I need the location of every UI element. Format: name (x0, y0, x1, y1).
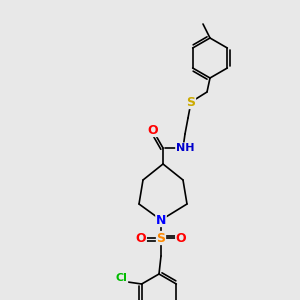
Text: S: S (187, 95, 196, 109)
Text: O: O (148, 124, 158, 136)
Text: S: S (157, 232, 166, 244)
Text: N: N (156, 214, 166, 226)
Text: NH: NH (176, 143, 194, 153)
Text: O: O (176, 232, 186, 244)
Text: Cl: Cl (116, 273, 127, 283)
Text: O: O (136, 232, 146, 244)
